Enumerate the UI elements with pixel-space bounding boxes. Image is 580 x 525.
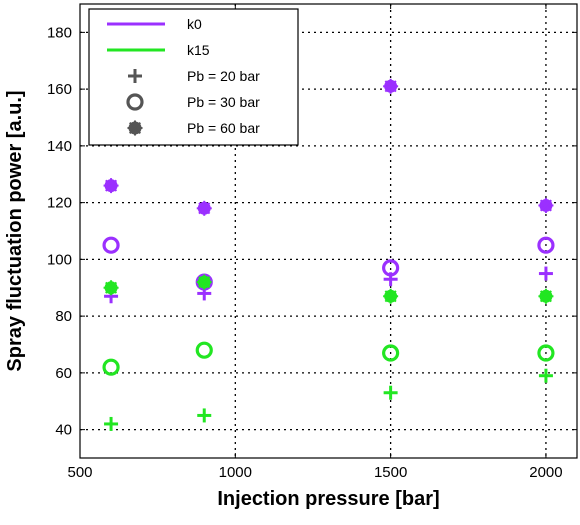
- data-point-k15-plus: [383, 385, 398, 400]
- legend-marker-plus: [128, 69, 142, 83]
- data-points: [102, 78, 555, 431]
- x-axis-label: Injection pressure [bar]: [217, 488, 439, 510]
- y-tick-label: 100: [47, 251, 72, 268]
- data-point-k15-asterisk: [103, 280, 119, 296]
- data-point-k15-plus: [538, 368, 553, 383]
- y-tick-label: 60: [55, 365, 72, 382]
- data-point-k15-circle: [382, 344, 400, 362]
- x-tick-label: 1500: [374, 464, 407, 481]
- legend-label: k0: [187, 16, 202, 32]
- data-point-k0-plus: [538, 266, 553, 281]
- x-tick-label: 1000: [219, 464, 252, 481]
- y-tick-label: 120: [47, 195, 72, 212]
- legend-label: Pb = 20 bar: [187, 68, 260, 84]
- data-point-k15-asterisk: [383, 288, 399, 304]
- data-point-k0-circle: [537, 236, 555, 254]
- data-point-k15-plus: [197, 408, 212, 423]
- y-tick-label: 160: [47, 81, 72, 98]
- data-point-k0-asterisk: [383, 78, 399, 94]
- data-point-k15-asterisk: [196, 274, 212, 290]
- data-point-k0-asterisk: [103, 178, 119, 194]
- legend-label: Pb = 60 bar: [187, 120, 260, 136]
- y-tick-label: 40: [55, 422, 72, 439]
- data-point-k0-circle: [102, 236, 120, 254]
- y-tick-label: 80: [55, 308, 72, 325]
- plot-frame: [79, 3, 578, 459]
- data-point-k0-asterisk: [538, 197, 554, 213]
- data-point-k0-circle: [382, 259, 400, 277]
- data-point-k0-asterisk: [196, 200, 212, 216]
- legend-label: Pb = 30 bar: [187, 94, 260, 110]
- data-point-k15-circle: [195, 341, 213, 359]
- y-tick-label: 180: [47, 24, 72, 41]
- x-tick-label: 500: [67, 464, 92, 481]
- legend-box: [88, 8, 299, 146]
- data-point-k15-plus: [104, 416, 119, 431]
- x-tick-label: 2000: [529, 464, 562, 481]
- data-point-k15-circle: [537, 344, 555, 362]
- data-point-k15-circle: [102, 358, 120, 376]
- data-point-k15-asterisk: [538, 288, 554, 304]
- y-tick-label: 140: [47, 138, 72, 155]
- axis-ticks: 500 1000 1500 2000 40 60 80 100 120 140 160 180: [47, 4, 577, 481]
- legend-marker-asterisk: [127, 120, 143, 136]
- y-axis-label: Spray fluctuation power [a.u.]: [4, 90, 26, 371]
- legend-marker-circle: [126, 93, 144, 111]
- legend-label: k15: [187, 42, 210, 58]
- legend: k0 k15 Pb = 20 bar Pb = 30 bar Pb = 60 bar: [88, 8, 299, 146]
